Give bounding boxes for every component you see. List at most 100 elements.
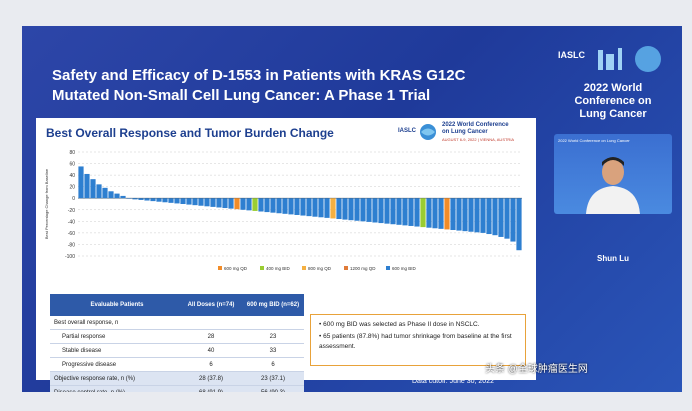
y-tick-label: -80 [68,242,75,248]
waterfall-bar [420,198,426,228]
waterfall-bar [462,198,468,232]
waterfall-bar [186,198,192,205]
key-findings-box: • 600 mg BID was selected as Phase II do… [310,314,526,366]
sidebar-org: IASLC [558,50,585,60]
waterfall-bar [120,195,126,199]
conf-org: IASLC [398,128,416,134]
legend-label: 600 mg BID [392,266,417,271]
slide-header: Best Overall Response and Tumor Burden C… [36,118,536,146]
waterfall-bar [168,198,174,203]
sidebar-conf-line2: Conference on [574,95,652,107]
legend-swatch [218,266,222,270]
waterfall-bar [510,198,516,242]
waterfall-bar [252,198,258,211]
header-all-doses: All Doses (n=74) [187,301,235,308]
waterfall-bar [444,198,450,230]
data-cutoff: Data cutoff: June 30, 2022 [412,378,494,385]
table-body: Best overall response, n Partial response… [50,316,304,392]
sidebar-conf-line1: 2022 World [583,82,643,94]
row-value: 40 [207,347,215,354]
waterfall-bar [516,198,522,251]
conference-sidebar: IASLC 2022 World Conference on Lung Canc… [544,26,682,392]
conf-date: AUGUST 6-9, 2022 | VIENNA, AUSTRIA [442,137,515,142]
waterfall-bar [228,198,234,209]
waterfall-bar [102,187,108,199]
table-row: Partial response 28 23 [50,330,304,344]
video-conf-label: 2022 World Conference on Lung Cancer [558,138,630,143]
waterfall-bar [78,166,84,199]
waterfall-bar [378,198,384,224]
row-value: 28 [207,333,215,340]
waterfall-bar [468,198,474,232]
note-1-text: 600 mg BID was selected as Phase II dose… [323,321,480,328]
waterfall-bar [84,173,90,199]
waterfall-bar [96,184,102,199]
legend-label: 600 mg QD [224,266,248,271]
y-tick-label: 20 [69,185,75,191]
waterfall-bar [138,198,144,200]
speaker-video: 2022 World Conference on Lung Cancer [554,134,672,214]
conference-logo: IASLC 2022 World Conference on Lung Canc… [396,122,526,144]
sidebar-conf-line3: Lung Cancer [579,108,647,120]
y-tick-label: -20 [68,208,75,214]
waterfall-bar [456,198,462,231]
waterfall-bar [108,191,114,199]
waterfall-bar [90,179,96,199]
waterfall-bar [390,198,396,225]
waterfall-bar [348,198,354,221]
conf-name: 2022 World Conference on Lung Cancer [442,122,509,136]
row-value: 33 [269,347,277,354]
waterfall-bar [480,198,486,233]
waterfall-bar [360,198,366,222]
waterfall-bar [150,198,156,202]
table-row: Progressive disease 6 6 [50,358,304,372]
waterfall-bar [426,198,432,228]
waterfall-bar [504,198,510,239]
sidebar-logo: IASLC [558,44,668,74]
waterfall-bar [222,198,228,209]
waterfall-bar [270,198,276,213]
header-evaluable: Evaluable Patients [90,301,144,308]
y-tick-label: 80 [69,150,75,156]
speaker-name: Shun Lu [597,254,629,263]
table-header: Evaluable Patients All Doses (n=74) 600 … [50,294,304,316]
waterfall-bar [132,198,138,200]
waterfall-bar [396,198,402,225]
legend-swatch [302,266,306,270]
globe-icon [420,124,436,140]
table-row: Stable disease 40 33 [50,344,304,358]
y-tick-label: 40 [69,173,75,179]
y-axis-label: Best Percentage Change from Baseline [44,168,49,239]
title-line-2: Mutated Non-Small Cell Lung Cancer: A Ph… [52,87,431,104]
waterfall-bar [306,198,312,217]
waterfall-bar [318,198,324,218]
waterfall-bar [408,198,414,226]
waterfall-bar [402,198,408,226]
legend-label: 1200 mg QD [350,266,376,271]
row-label: Best overall response, n [54,319,119,326]
row-value: 23 (37.1) [260,375,285,382]
presentation-screen: Safety and Efficacy of D-1553 in Patient… [22,26,682,392]
waterfall-bar [162,198,168,203]
y-tick-label: -100 [65,254,75,260]
waterfall-bar [192,198,198,206]
waterfall-bar [240,198,246,210]
row-label: Disease control rate, n (%) [50,390,180,393]
slide-main-title: Safety and Efficacy of D-1553 in Patient… [52,66,522,106]
waterfall-bar [432,198,438,229]
waterfall-bar [450,198,456,230]
vienna-skyline-icon [598,46,661,72]
waterfall-bar [180,198,186,204]
waterfall-bar [366,198,372,222]
waterfall-bar [336,198,342,220]
waterfall-bar [438,198,444,229]
waterfall-bar [330,198,336,219]
y-tick-label: 60 [69,162,75,168]
row-label: Progressive disease [62,361,117,368]
note-2: • 65 patients (87.8%) had tumor shrinkag… [319,333,512,350]
waterfall-bar [384,198,390,224]
watermark: 头条 @全球肿瘤医生网 [485,364,588,375]
table-row: Disease control rate, n (%)68 (91.9)56 (… [50,386,304,392]
y-tick-label: -40 [68,219,75,225]
row-value: 23 [269,333,277,340]
